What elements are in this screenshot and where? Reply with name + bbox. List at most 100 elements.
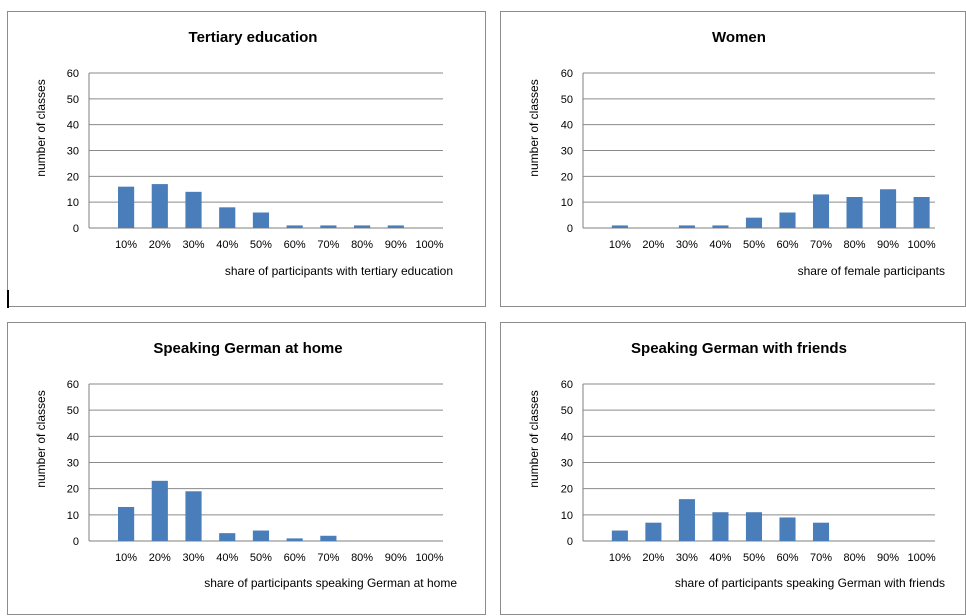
x-tick-label: 10% (115, 239, 137, 251)
y-tick-label: 40 (561, 120, 573, 132)
bar (117, 506, 135, 541)
bar (779, 212, 796, 228)
plot-area: 0 10 20 30 40 50 60 10% 20% 30% 40% 50% 60% 70% 80% 90%… (67, 68, 444, 251)
y-tick-label: 0 (567, 536, 573, 548)
x-tick-label: 100% (415, 552, 443, 564)
y-tick-label: 50 (561, 405, 573, 417)
x-tick-label: 60% (284, 239, 306, 251)
y-axis-label: number of classes (34, 390, 48, 487)
bar (678, 225, 695, 228)
bar (745, 217, 763, 228)
bar (812, 194, 830, 228)
y-tick-label: 30 (561, 146, 573, 158)
x-tick-label: 100% (415, 239, 443, 251)
y-tick-label: 60 (561, 379, 573, 391)
bar (712, 225, 729, 228)
x-tick-label: 40% (216, 239, 238, 251)
y-tick-label: 20 (561, 171, 573, 183)
bar (779, 517, 796, 541)
chart-svg-women: Women number of classes share of female … (527, 29, 945, 278)
y-tick-label: 0 (73, 536, 79, 548)
bar (151, 480, 168, 541)
y-tick-label: 10 (67, 197, 79, 209)
x-tick-label: 60% (284, 552, 306, 564)
y-tick-label: 10 (67, 510, 79, 522)
x-tick-label: 90% (385, 552, 407, 564)
x-tick-label: 80% (351, 239, 373, 251)
x-tick-label: 70% (317, 239, 339, 251)
y-axis-label: number of classes (527, 79, 541, 176)
x-tick-label: 60% (776, 552, 798, 564)
y-tick-label: 60 (561, 68, 573, 80)
chart-panel-tertiary-education: Tertiary education number of classes sha… (7, 11, 486, 307)
bar (611, 225, 628, 228)
y-axis-label: number of classes (527, 390, 541, 487)
bar (219, 207, 236, 228)
bar (286, 225, 303, 228)
y-tick-label: 20 (67, 171, 79, 183)
plot-area: 0 10 20 30 40 50 60 10% 20% 30% 40% 50% 60% 70% 80% 90%… (561, 379, 936, 564)
y-tick-label: 0 (73, 223, 79, 235)
x-tick-label: 30% (676, 239, 698, 251)
bar (219, 533, 236, 541)
bar (712, 512, 729, 541)
x-tick-label: 10% (609, 552, 631, 564)
bar (353, 225, 371, 228)
bar (151, 184, 168, 228)
y-tick-label: 30 (67, 146, 79, 158)
x-tick-label: 30% (182, 552, 204, 564)
x-tick-label: 60% (776, 239, 798, 251)
x-tick-label: 50% (250, 239, 272, 251)
x-tick-label: 70% (317, 552, 339, 564)
x-tick-label: 70% (810, 239, 832, 251)
x-tick-label: 30% (182, 239, 204, 251)
x-tick-label: 10% (115, 552, 137, 564)
x-tick-label: 50% (743, 552, 765, 564)
bar (252, 530, 270, 541)
bar (611, 530, 628, 541)
plot-area: 0 10 20 30 40 50 60 10% 20% 30% 40% 50% 60% 70% 80% 90%… (561, 68, 936, 251)
y-tick-label: 40 (67, 431, 79, 443)
y-tick-label: 30 (67, 458, 79, 470)
x-tick-label: 70% (810, 552, 832, 564)
bar (846, 197, 863, 228)
chart-panel-german-at-home: Speaking German at home number of classe… (7, 322, 486, 615)
y-tick-label: 10 (561, 510, 573, 522)
y-tick-label: 50 (561, 94, 573, 106)
chart-svg-german-at-home: Speaking German at home number of classe… (34, 340, 457, 590)
bar (185, 191, 202, 228)
x-tick-label: 90% (385, 239, 407, 251)
x-tick-label: 40% (709, 552, 731, 564)
y-tick-label: 20 (67, 484, 79, 496)
x-tick-label: 80% (351, 552, 373, 564)
y-tick-label: 60 (67, 68, 79, 80)
x-tick-label: 30% (676, 552, 698, 564)
x-tick-label: 80% (844, 552, 866, 564)
x-axis-label: share of participants with tertiary educ… (225, 264, 453, 278)
x-axis-label: share of participants speaking German wi… (675, 576, 945, 590)
bar (678, 499, 695, 541)
x-tick-label: 100% (908, 552, 936, 564)
x-axis-label: share of participants speaking German at… (204, 576, 457, 590)
chart-panel-women: Women number of classes share of female … (500, 11, 966, 307)
x-tick-label: 90% (877, 552, 899, 564)
chart-title: Speaking German at home (153, 340, 342, 357)
bar (185, 491, 202, 541)
x-tick-label: 20% (149, 552, 171, 564)
bar (745, 512, 763, 541)
bar (286, 538, 303, 541)
y-tick-label: 20 (561, 484, 573, 496)
x-tick-label: 50% (250, 552, 272, 564)
chart-title: Tertiary education (189, 29, 318, 46)
x-tick-label: 40% (709, 239, 731, 251)
x-tick-label: 20% (642, 552, 664, 564)
bar (320, 535, 337, 541)
text-cursor (7, 290, 9, 308)
bar (880, 189, 897, 228)
chart-panel-german-with-friends: Speaking German with friends number of c… (500, 322, 966, 615)
y-tick-label: 40 (67, 120, 79, 132)
chart-title: Women (712, 29, 766, 46)
x-tick-label: 90% (877, 239, 899, 251)
y-tick-label: 50 (67, 405, 79, 417)
chart-svg-german-with-friends: Speaking German with friends number of c… (527, 340, 945, 590)
